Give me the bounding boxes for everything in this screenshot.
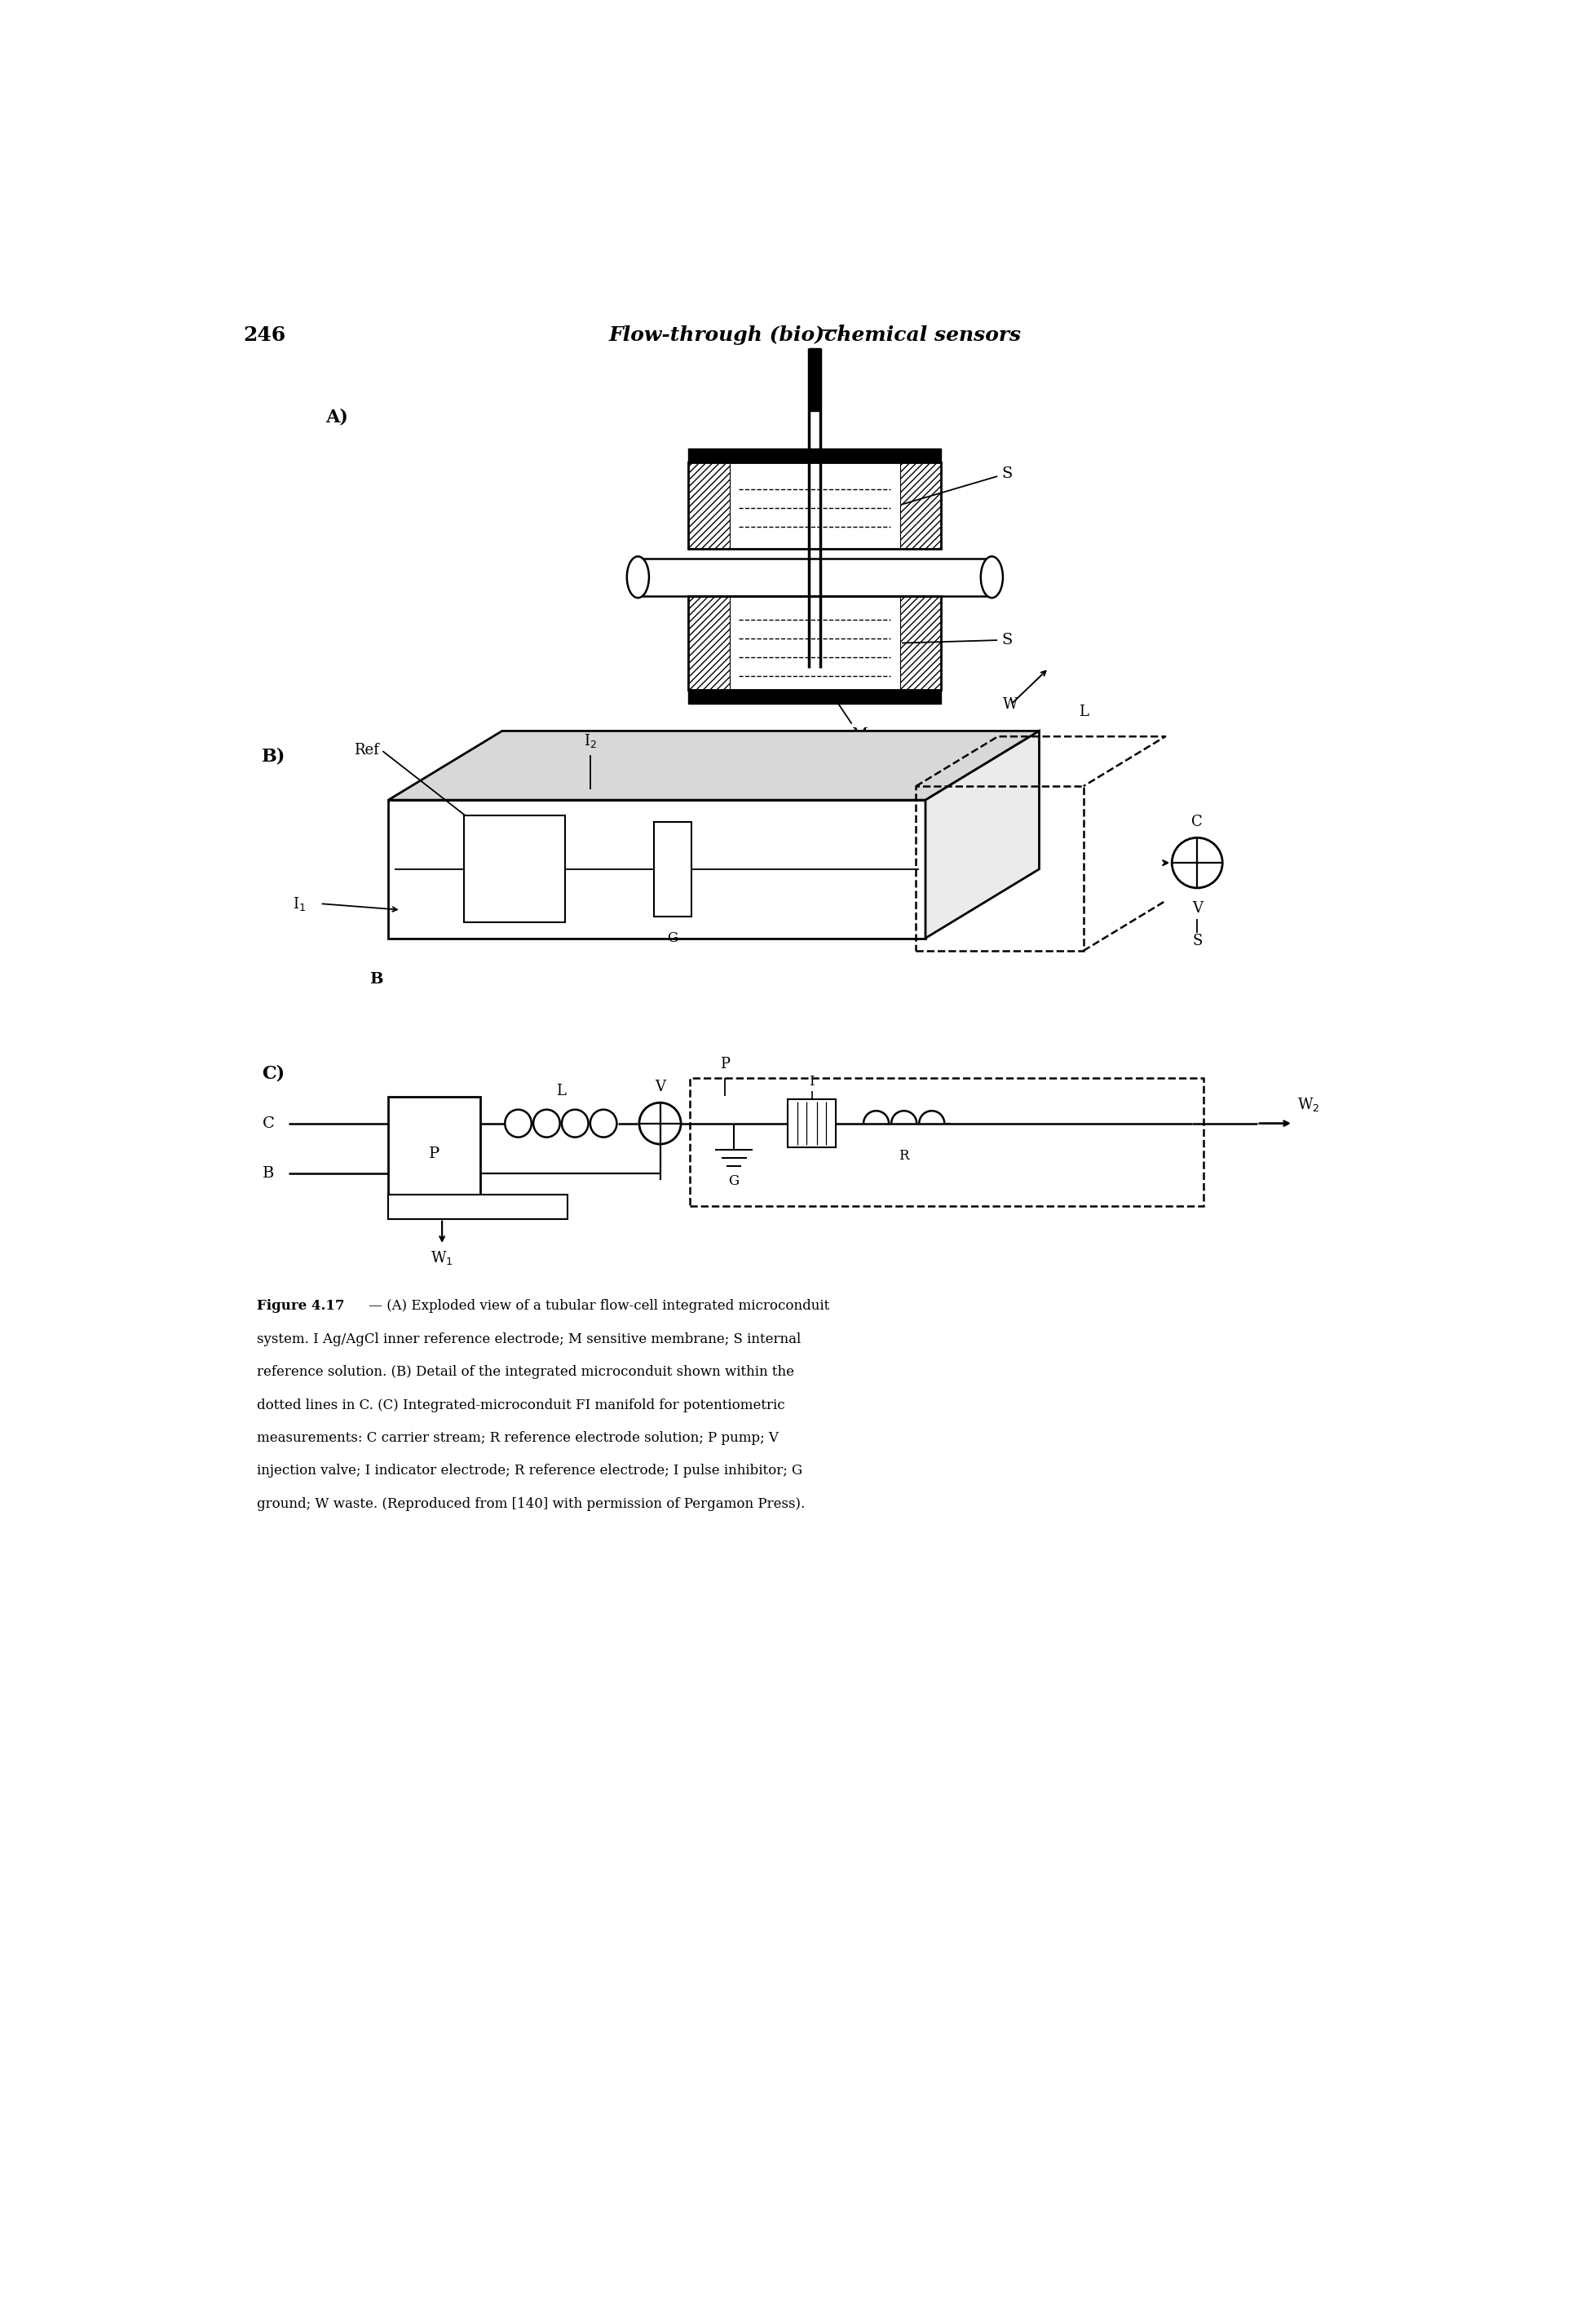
Ellipse shape [626,555,649,597]
Text: A): A) [324,409,348,425]
Text: I: I [809,1074,814,1088]
Text: P: P [720,1057,730,1071]
Text: G: G [728,1174,739,1188]
Bar [688,595,941,690]
Bar [688,595,730,690]
Text: reference solution. (B) Detail of the integrated microconduit shown within the: reference solution. (B) Detail of the in… [258,1364,795,1378]
Circle shape [639,1102,681,1143]
Text: dotted lines in C. (C) Integrated-microconduit FI manifold for potentiometric: dotted lines in C. (C) Integrated-microc… [258,1399,785,1413]
Circle shape [1172,837,1223,888]
Text: system. I Ag/AgCl inner reference electrode; M sensitive membrane; S internal: system. I Ag/AgCl inner reference electr… [258,1332,801,1346]
Text: 246: 246 [243,325,286,346]
Text: B): B) [262,746,286,765]
Text: B: B [369,971,383,985]
Bar [688,462,941,548]
Polygon shape [925,732,1040,939]
Bar [916,786,1083,951]
Text: S: S [1192,934,1202,948]
Bar [900,462,941,548]
Bar [688,690,941,704]
Ellipse shape [561,1109,588,1136]
Bar [388,1195,568,1218]
Text: I$_1$: I$_1$ [293,895,307,913]
Text: I: I [840,325,846,339]
Text: injection valve; I indicator electrode; R reference electrode; I pulse inhibitor: injection valve; I indicator electrode; … [258,1464,803,1478]
Text: M: M [835,700,867,741]
Text: V: V [1192,902,1202,916]
Text: C): C) [262,1064,285,1083]
Ellipse shape [533,1109,560,1136]
Bar [464,816,566,923]
Text: B: B [262,1167,273,1181]
Text: V: V [655,1081,665,1095]
Bar [690,1078,1204,1206]
Text: — (A) Exploded view of a tubular flow-cell integrated microconduit: — (A) Exploded view of a tubular flow-ce… [364,1299,830,1313]
Bar [809,349,820,411]
Text: S: S [903,632,1013,648]
Ellipse shape [590,1109,617,1136]
Bar [688,449,941,462]
Text: R: R [898,1148,909,1162]
Text: W$_2$: W$_2$ [1297,1097,1320,1113]
Bar [388,1097,480,1211]
Text: S: S [903,467,1013,504]
Text: L: L [1078,704,1088,720]
Text: P: P [429,1146,439,1162]
Text: W: W [1003,697,1018,711]
Text: G: G [668,932,677,946]
Text: Figure 4.17: Figure 4.17 [258,1299,345,1313]
Bar [900,595,941,690]
Ellipse shape [506,1109,531,1136]
Bar [688,462,730,548]
Text: Ref: Ref [353,744,378,758]
Text: I$_2$: I$_2$ [584,732,598,751]
Polygon shape [388,732,1040,799]
Ellipse shape [981,555,1003,597]
Text: C: C [262,1116,275,1132]
Bar [787,1099,836,1148]
Bar [638,558,992,595]
Text: Flow-through (bio)chemical sensors: Flow-through (bio)chemical sensors [609,325,1021,346]
Bar [388,799,925,939]
Text: C: C [1191,816,1202,830]
Text: measurements: C carrier stream; R reference electrode solution; P pump; V: measurements: C carrier stream; R refere… [258,1432,779,1446]
Text: ground; W waste. (Reproduced from [140] with permission of Pergamon Press).: ground; W waste. (Reproduced from [140] … [258,1497,805,1511]
Text: W$_1$: W$_1$ [431,1250,453,1267]
Text: L: L [556,1083,566,1097]
Bar [653,823,692,916]
